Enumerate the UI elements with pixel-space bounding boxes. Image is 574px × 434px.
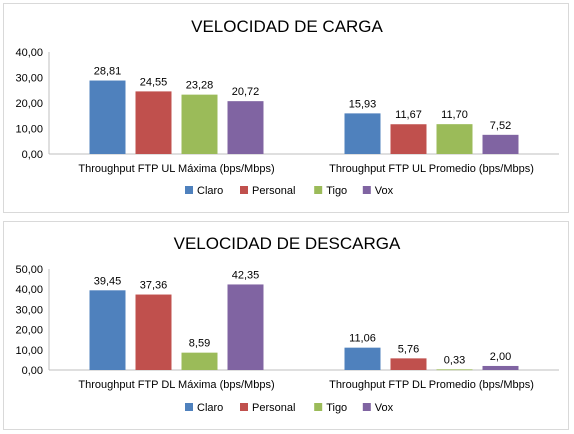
data-label: 24,55 bbox=[140, 76, 168, 88]
bar-tigo bbox=[181, 352, 218, 370]
y-tick-label: 10,00 bbox=[15, 345, 43, 357]
data-label: 11,67 bbox=[395, 109, 422, 121]
legend-swatch bbox=[185, 403, 193, 411]
category-label: Throughput FTP UL Promedio (bps/Mbps) bbox=[329, 163, 534, 175]
legend-label: Claro bbox=[197, 402, 223, 414]
data-label: 42,35 bbox=[232, 269, 260, 281]
y-tick-label: 10,00 bbox=[15, 124, 43, 136]
download-speed-chart-svg: VELOCIDAD DE DESCARGA 0,00 10,00 20,00 30,00… bbox=[15, 234, 559, 414]
data-label: 5,76 bbox=[398, 343, 419, 355]
data-label: 8,59 bbox=[189, 338, 210, 350]
bar-tigo bbox=[436, 369, 473, 371]
y-tick-label: 20,00 bbox=[15, 98, 43, 110]
legend-item-personal: Personal bbox=[240, 185, 295, 197]
data-label: 7,52 bbox=[490, 120, 511, 132]
legend-item-claro: Claro bbox=[185, 402, 223, 414]
legend-swatch bbox=[362, 186, 371, 194]
y-tick-label: 30,00 bbox=[15, 73, 43, 85]
bar-vox bbox=[482, 365, 519, 370]
y-tick-label: 0,00 bbox=[22, 365, 43, 377]
legend-item-vox: Vox bbox=[362, 185, 394, 197]
data-label: 2,00 bbox=[490, 351, 511, 363]
legend-item-vox: Vox bbox=[362, 402, 394, 414]
bar-personal bbox=[390, 124, 427, 154]
category-label: Throughput FTP UL Máxima (bps/Mbps) bbox=[78, 163, 274, 175]
category-label: Throughput FTP DL Promedio (bps/Mbps) bbox=[329, 379, 534, 391]
legend-item-tigo: Tigo bbox=[314, 402, 347, 414]
y-tick-label: 40,00 bbox=[15, 284, 43, 296]
legend-label: Tigo bbox=[326, 402, 347, 414]
download-speed-chart: VELOCIDAD DE DESCARGA 0,00 10,00 20,00 30,00… bbox=[3, 221, 569, 430]
data-label: 20,72 bbox=[232, 86, 260, 98]
bar-claro bbox=[89, 80, 126, 154]
legend-item-tigo: Tigo bbox=[314, 185, 347, 197]
legend-item-personal: Personal bbox=[240, 402, 295, 414]
bar-personal bbox=[390, 358, 427, 370]
data-label: 39,45 bbox=[94, 275, 122, 287]
category-label: Throughput FTP DL Máxima (bps/Mbps) bbox=[78, 379, 274, 391]
data-label: 37,36 bbox=[140, 280, 168, 292]
legend-swatch bbox=[362, 403, 371, 411]
legend-label: Claro bbox=[197, 185, 223, 197]
legend-label: Personal bbox=[252, 402, 295, 414]
bar-vox bbox=[227, 284, 264, 370]
bar-tigo bbox=[181, 94, 218, 154]
bar-claro bbox=[344, 113, 381, 154]
data-label: 28,81 bbox=[94, 66, 122, 78]
legend-swatch bbox=[240, 186, 248, 194]
bar-vox bbox=[482, 134, 519, 154]
y-tick-label: 20,00 bbox=[15, 325, 43, 337]
data-label: 11,06 bbox=[349, 333, 376, 345]
legend-label: Personal bbox=[252, 185, 295, 197]
legend-swatch bbox=[240, 403, 248, 411]
y-tick-label: 50,00 bbox=[15, 264, 43, 276]
bar-personal bbox=[135, 294, 172, 370]
bar-tigo bbox=[436, 124, 473, 154]
data-label: 11,70 bbox=[441, 109, 468, 121]
bar-claro bbox=[344, 347, 381, 370]
legend-label: Tigo bbox=[326, 185, 347, 197]
y-tick-label: 30,00 bbox=[15, 304, 43, 316]
data-label: 0,33 bbox=[444, 354, 465, 366]
data-label: 23,28 bbox=[186, 80, 214, 92]
legend-swatch bbox=[314, 186, 323, 194]
legend-item-claro: Claro bbox=[185, 185, 223, 197]
bar-vox bbox=[227, 101, 264, 154]
legend-swatch bbox=[185, 186, 193, 194]
legend-label: Vox bbox=[375, 402, 394, 414]
chart-title: VELOCIDAD DE CARGA bbox=[191, 17, 383, 36]
data-label: 15,93 bbox=[349, 98, 377, 110]
bar-claro bbox=[89, 290, 126, 370]
y-tick-label: 0,00 bbox=[22, 149, 43, 161]
legend-swatch bbox=[314, 403, 323, 411]
upload-speed-chart: VELOCIDAD DE CARGA 0,00 10,00 20,00 30,00 40,… bbox=[3, 3, 569, 213]
chart-title: VELOCIDAD DE DESCARGA bbox=[174, 234, 401, 253]
upload-speed-chart-svg: VELOCIDAD DE CARGA 0,00 10,00 20,00 30,00 40,… bbox=[15, 17, 559, 197]
y-tick-label: 40,00 bbox=[15, 47, 43, 59]
bar-personal bbox=[135, 91, 172, 154]
legend-label: Vox bbox=[375, 185, 394, 197]
